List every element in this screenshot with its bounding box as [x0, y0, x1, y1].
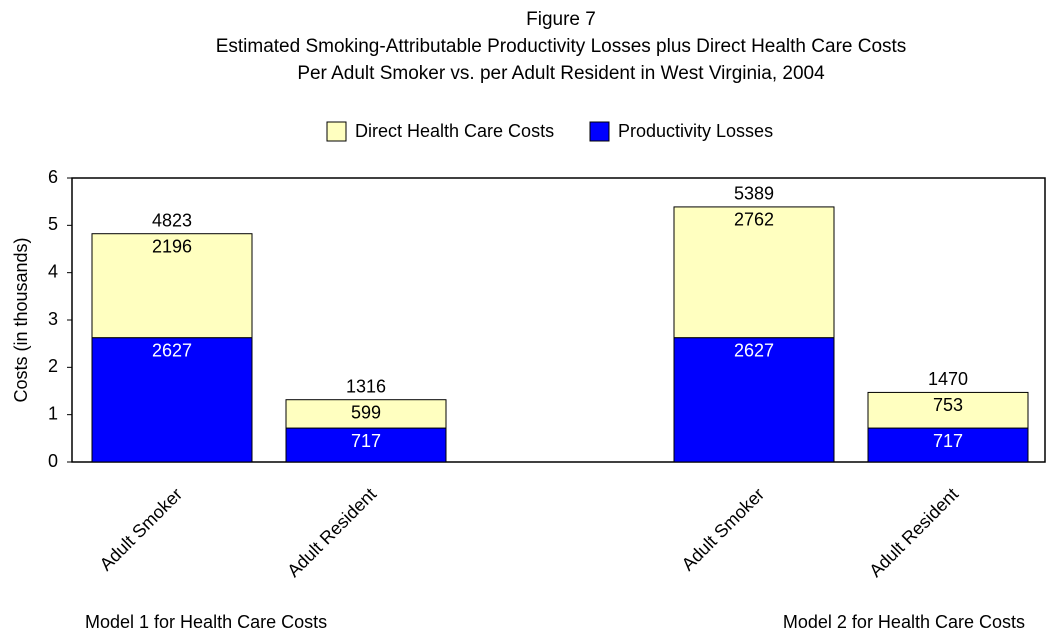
data-label: 717	[351, 431, 381, 451]
y-tick-label: 1	[48, 403, 58, 423]
bar-segment	[285, 399, 447, 429]
legend-label: Productivity Losses	[618, 121, 773, 141]
y-tick-label: 0	[48, 451, 58, 471]
legend-swatch	[326, 121, 347, 142]
data-label: 2627	[734, 340, 774, 360]
group-label: Model 2 for Health Care Costs	[783, 612, 1025, 632]
total-label: 1316	[346, 376, 386, 396]
x-tick-label: Adult Smoker	[678, 484, 769, 575]
chart-subtitle: Per Adult Smoker vs. per Adult Resident …	[297, 63, 825, 84]
data-label: 753	[933, 395, 963, 415]
bar-segment	[91, 233, 253, 339]
bar-segment	[673, 337, 835, 463]
y-tick-label: 4	[48, 261, 58, 281]
bar-segment	[91, 337, 253, 463]
data-label: 599	[351, 402, 381, 422]
y-tick-label: 6	[48, 167, 58, 187]
x-tick-label: Adult Resident	[283, 484, 380, 581]
y-tick-label: 3	[48, 309, 58, 329]
chart-subtitle: Estimated Smoking-Attributable Productiv…	[216, 36, 907, 57]
bar-segment	[867, 427, 1029, 463]
bar-segment	[867, 391, 1029, 429]
total-label: 1470	[928, 369, 968, 389]
y-tick-label: 5	[48, 214, 58, 234]
bar-segment	[673, 206, 835, 339]
x-tick-label: Adult Smoker	[96, 484, 187, 575]
group-label: Model 1 for Health Care Costs	[85, 612, 327, 632]
data-label: 2627	[152, 340, 192, 360]
x-tick-label: Adult Resident	[865, 484, 962, 581]
total-label: 5389	[734, 184, 774, 204]
total-label: 4823	[152, 210, 192, 230]
data-label: 717	[933, 431, 963, 451]
data-label: 2762	[734, 210, 774, 230]
legend-swatch	[589, 121, 610, 142]
y-axis-label: Costs (in thousands)	[11, 237, 31, 402]
chart-title: Figure 7	[526, 9, 596, 30]
legend-label: Direct Health Care Costs	[355, 121, 554, 141]
data-label: 2196	[152, 236, 192, 256]
bar-segment	[285, 427, 447, 463]
y-tick-label: 2	[48, 356, 58, 376]
